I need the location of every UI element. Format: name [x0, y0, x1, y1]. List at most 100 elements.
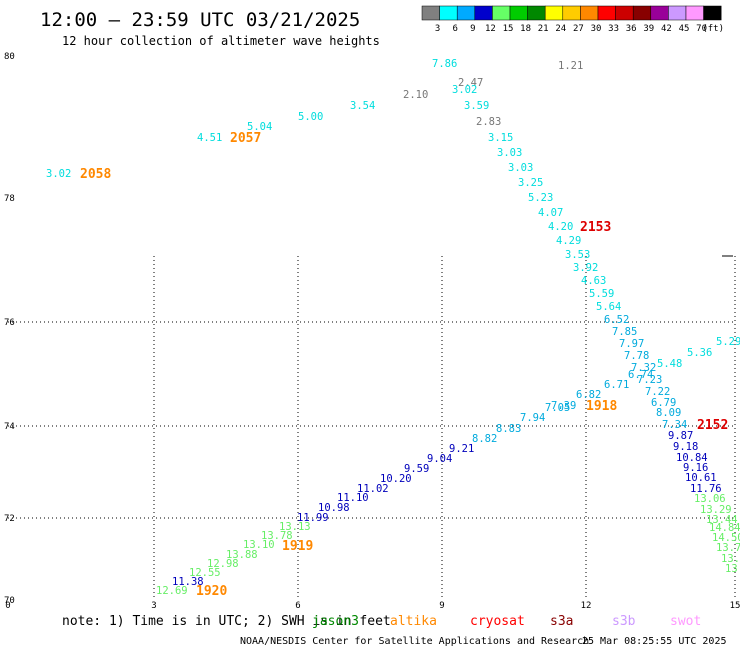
color-legend: 3 6 9 12 15 18 21 24 27 30 33 36 39 42 45 70(ft): [421, 5, 724, 34]
satellite-label: jason3: [312, 614, 359, 629]
pass-time-label: 2058: [80, 167, 111, 182]
y-tick-label: 72: [4, 514, 15, 524]
wave-height-label: 3.92: [573, 262, 598, 274]
legend-swatch: [544, 5, 564, 21]
wave-height-label: 7.32: [631, 362, 656, 374]
legend-swatch: [474, 5, 493, 21]
legend-label: 27: [573, 24, 584, 34]
wave-height-label: 3.03: [497, 147, 522, 159]
legend-label: 39: [643, 24, 654, 34]
wave-height-label: 2.10: [403, 89, 428, 101]
wave-height-label: 6.82: [576, 389, 601, 401]
legend-unit: (ft): [702, 24, 724, 34]
wave-height-label: 3.02: [452, 84, 477, 96]
wave-height-label: 9.04: [427, 453, 452, 465]
legend-label: 12: [485, 24, 496, 34]
legend-swatch: [632, 5, 652, 21]
wave-height-label: 9.21: [449, 443, 474, 455]
wave-height-label: 8.09: [656, 407, 681, 419]
wave-height-label: 13.71: [716, 542, 740, 554]
wave-height-label: 4.51: [197, 132, 222, 144]
legend-swatch: [615, 5, 634, 21]
page-title: 12:00 – 23:59 UTC 03/21/2025: [40, 9, 360, 31]
wave-height-label: 7.23: [637, 374, 662, 386]
map-grid: [8, 255, 736, 600]
wave-height-label: 13.10: [243, 539, 275, 551]
x-tick-label: 3: [151, 601, 156, 611]
wave-height-label: 5.04: [247, 121, 272, 133]
wave-height-label: 3.02: [46, 168, 71, 180]
x-tick-label: 9: [439, 601, 444, 611]
wave-height-label: 3.15: [488, 132, 513, 144]
legend-label: 18: [520, 24, 531, 34]
satellite-label: s3a: [550, 614, 573, 629]
wave-height-label: 8.82: [472, 433, 497, 445]
wave-height-label: 7.97: [619, 338, 644, 350]
wave-height-label: 13.06: [694, 493, 726, 505]
legend-label: 33: [608, 24, 619, 34]
wave-height-label: 7.22: [645, 386, 670, 398]
satellite-label: swot: [670, 614, 701, 629]
wave-height-label: 9.18: [673, 441, 698, 453]
wave-height-label: 12.98: [207, 558, 239, 570]
legend-swatch: [685, 5, 704, 21]
wave-height-label: 7.34: [662, 419, 687, 431]
legend-label: 3: [435, 24, 440, 34]
wave-height-label: 1.21: [558, 60, 583, 72]
legend-swatch: [562, 5, 581, 21]
legend-swatch: [580, 5, 599, 21]
wave-height-label: 3.54: [350, 100, 375, 112]
wave-height-observations: 7.86 1.21 2.47 2.10 3.02 3.54 3.59 5.00 2.83 5.04…: [46, 58, 740, 597]
legend-swatch: [492, 5, 511, 21]
footer-credit: NOAA/NESDIS Center for Satellite Applica…: [240, 636, 589, 647]
legend-label: 9: [470, 24, 475, 34]
legend-label: 21: [538, 24, 549, 34]
wave-height-label: 7.86: [432, 58, 457, 70]
wave-height-label: 10.98: [318, 502, 350, 514]
footer-note: note: 1) Time is in UTC; 2) SWH is in fe…: [62, 614, 391, 629]
wave-height-label: 13.72: [725, 563, 740, 575]
legend-swatch: [439, 5, 458, 21]
wave-height-label: 11.76: [690, 483, 722, 495]
legend-label: 42: [661, 24, 672, 34]
y-tick-label: 70: [4, 596, 15, 606]
satellite-label: altika: [390, 614, 437, 629]
x-tick-label: 12: [581, 601, 592, 611]
wave-height-label: 4.07: [538, 207, 563, 219]
wave-height-label: 10.61: [685, 472, 717, 484]
wave-height-label: 10.20: [380, 473, 412, 485]
wave-height-label: 3.25: [518, 177, 543, 189]
wave-height-label: 6.52: [604, 314, 629, 326]
pass-time-label: 1919: [282, 539, 313, 554]
y-tick-label: 78: [4, 194, 15, 204]
legend-swatch: [509, 5, 528, 21]
wave-height-label: 4.63: [581, 275, 606, 287]
page-subtitle: 12 hour collection of altimeter wave hei…: [62, 34, 380, 48]
wave-height-label: 10.84: [676, 452, 708, 464]
wave-height-label: 11.10: [337, 492, 369, 504]
wave-height-label: 13.88: [226, 549, 258, 561]
wave-height-label: 3.59: [464, 100, 489, 112]
wave-height-label: 13.97: [721, 553, 740, 565]
wave-height-label: 7.85: [612, 326, 637, 338]
legend-label: 45: [679, 24, 690, 34]
satellite-label: s3b: [612, 614, 636, 629]
wave-height-label: 12.55: [189, 567, 221, 579]
x-tick-label: 15: [730, 601, 740, 611]
pass-time-label: 2057: [230, 131, 261, 146]
wave-height-label: 7.78: [624, 350, 649, 362]
axis-ticks: 0 3 6 9 12 15 80 78 76 74 72 70: [4, 52, 740, 611]
wave-height-label: 4.20: [548, 221, 573, 233]
legend-label: 30: [591, 24, 602, 34]
wave-height-label: 2.47: [458, 77, 483, 89]
satellite-legend: jason3 altika cryosat s3a s3b swot: [312, 614, 701, 629]
wave-height-label: 4.29: [556, 235, 581, 247]
wave-height-label: 5.48: [657, 358, 682, 370]
wave-height-label: 3.53: [565, 249, 590, 261]
wave-height-label: 9.59: [404, 463, 429, 475]
wave-height-label: 3.03: [508, 162, 533, 174]
wave-height-label: 13.29: [700, 504, 732, 516]
legend-label: 15: [503, 24, 514, 34]
wave-height-label: 8.83: [496, 423, 521, 435]
